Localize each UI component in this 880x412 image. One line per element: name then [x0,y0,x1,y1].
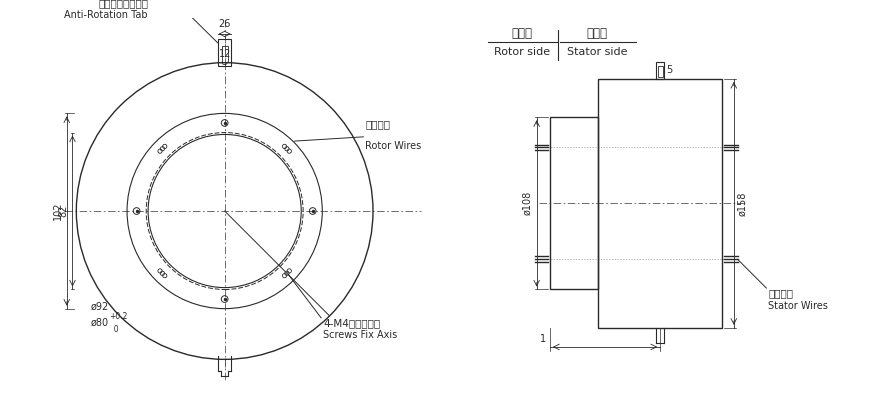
Text: 1: 1 [540,334,546,344]
Text: 定子边: 定子边 [586,28,607,40]
Text: +0.2: +0.2 [109,312,128,321]
Text: Screws Fix Axis: Screws Fix Axis [323,330,397,340]
Text: 4-M4转子固定孔: 4-M4转子固定孔 [323,318,380,328]
Text: 12: 12 [218,49,231,59]
Text: 转子导线: 转子导线 [365,119,391,129]
Text: ø158: ø158 [737,191,748,215]
Text: 止转片（可调节）: 止转片（可调节） [98,0,148,8]
Text: Stator side: Stator side [567,47,627,57]
Text: 5: 5 [666,66,672,75]
Bar [656,62,664,79]
Text: 定子导线: 定子导线 [768,288,793,298]
Bar [598,79,722,328]
Text: ø108: ø108 [523,191,532,215]
Text: ø80: ø80 [91,318,109,328]
Text: 82: 82 [59,205,69,217]
Text: Rotor side: Rotor side [495,47,550,57]
Text: 102: 102 [53,202,63,220]
Text: Anti-Rotation Tab: Anti-Rotation Tab [64,9,148,20]
Bar [222,47,228,62]
Bar [657,66,663,77]
Text: Rotor Wires: Rotor Wires [365,140,422,151]
Text: ø92: ø92 [91,302,109,312]
Text: Stator Wires: Stator Wires [768,300,828,311]
Bar [218,39,231,66]
Text: 0: 0 [109,325,119,334]
Text: 26: 26 [218,19,231,29]
Text: 转子边: 转子边 [512,28,532,40]
Bar [550,117,598,290]
